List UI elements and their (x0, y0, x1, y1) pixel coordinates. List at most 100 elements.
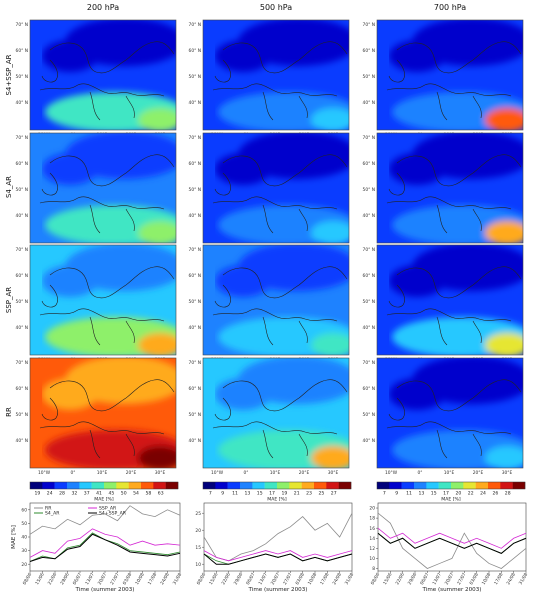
x-tick-label: 22/06 (220, 572, 232, 586)
lat-tick-label: 50° N (363, 74, 375, 80)
colorbar-tick-label: 24 (47, 491, 53, 497)
y-tick-label: 60 (21, 507, 27, 513)
legend-entry: SSP_AR (99, 506, 117, 512)
x-tick-label: 13/07 (431, 572, 443, 586)
colorbar-tick-label: 23 (306, 491, 312, 497)
lat-tick-label: 50° N (363, 187, 375, 193)
map-frame (29, 132, 177, 244)
lat-tick-label: 40° N (189, 213, 201, 219)
series-line (377, 532, 527, 554)
colorbar-segment (401, 482, 415, 489)
lat-tick-label: 50° N (16, 187, 28, 193)
lat-tick-label: 70° N (363, 22, 375, 28)
x-tick-label: 20/07 (97, 572, 109, 586)
row-label-s4: S4_AR (5, 176, 13, 198)
row-label-ssp: SSP_AR (5, 287, 13, 313)
lat-tick-label: 40° N (16, 325, 28, 331)
colorbar-tick-label: 17 (443, 491, 449, 497)
row-label-rr: RR (5, 407, 13, 417)
map-frame (202, 244, 350, 356)
colorbar-tick-label: 50 (121, 491, 127, 497)
coastline (212, 379, 348, 459)
colorbar-segment (500, 482, 513, 489)
line-chart: 20 30 40 50 60 08/06 15/06 22/06 29/06 06/07 13/07… (11, 502, 183, 593)
colorbar-tick-label: 25 (318, 491, 324, 497)
colorbar-label: MAE [%] (94, 497, 114, 503)
y-tick-label: 30 (21, 548, 27, 554)
map-panel: 70° N60° N50° N40° N10°W0°10°E20°E30°E (16, 132, 177, 251)
x-tick-label: 24/08 (505, 572, 517, 586)
colorbar: 7 9 11 13 15 17 19 21 23 25 27 MAE [%] (202, 481, 352, 503)
legend-entry: S4_AR (45, 511, 60, 517)
colorbar-segment (264, 482, 278, 489)
lat-tick-label: 50° N (189, 412, 201, 418)
colorbar-tick-label: 11 (232, 491, 238, 497)
colorbar-segment (414, 482, 427, 489)
colorbar-frame (376, 481, 526, 490)
map-panel: 70° N60° N50° N40° N10°W0°10°E20°E30°E (16, 19, 177, 138)
map-field-hotspot (485, 446, 523, 468)
colorbar-tick-label: 11 (406, 491, 412, 497)
coastline (386, 266, 522, 346)
map-panel: 70° N60° N50° N40° N10°W0°10°E20°E30°E (363, 244, 524, 363)
y-tick-label: 50 (21, 521, 27, 527)
lat-tick-label: 70° N (189, 247, 201, 253)
map-field-hotspot (485, 108, 523, 130)
colorbar-segment (314, 482, 327, 489)
coastline (39, 154, 175, 234)
map-field-hotspot (138, 108, 176, 130)
x-tick-label: 20/07 (270, 572, 282, 586)
lat-tick-label: 40° N (363, 438, 375, 444)
lat-tick-label: 40° N (16, 100, 28, 106)
x-tick-label: 10/08 (307, 572, 319, 586)
colorbar-tick-label: 20 (455, 491, 461, 497)
map-field-atlantic (215, 40, 271, 72)
colorbar-frame (202, 481, 352, 490)
coastline (386, 154, 522, 234)
colorbar-tick-label: 45 (108, 491, 114, 497)
lon-tick-label: 30°E (502, 470, 513, 476)
colorbar-segment (488, 482, 501, 489)
lat-tick-label: 50° N (363, 412, 375, 418)
map-panel: 70° N60° N50° N40° N10°W0°10°E20°E30°E (16, 244, 177, 363)
x-tick-label: 17/08 (319, 572, 331, 586)
map-frame (202, 132, 350, 244)
colorbar-segment (451, 482, 464, 489)
colorbar-segment (203, 482, 216, 489)
colorbar-tick-label: 17 (269, 491, 275, 497)
map-field-atlantic (215, 153, 271, 185)
x-axis-label: Time (summer 2003) (248, 587, 308, 593)
lat-tick-label: 40° N (363, 100, 375, 106)
lon-tick-label: 30°E (155, 470, 166, 476)
map-field-atlantic (215, 265, 271, 297)
colorbar-segment (54, 482, 68, 489)
coastline (39, 266, 175, 346)
x-tick-label: 03/08 (468, 572, 480, 586)
x-tick-label: 29/06 (233, 572, 245, 586)
lat-tick-label: 50° N (16, 74, 28, 80)
colorbar-tick-label: 13 (418, 491, 424, 497)
coastline (212, 154, 348, 234)
lat-tick-label: 50° N (189, 187, 201, 193)
plot-area (377, 502, 527, 572)
lat-tick-label: 50° N (363, 299, 375, 305)
colorbar-tick-label: 21 (294, 491, 300, 497)
colorbar-segment (463, 482, 476, 489)
map-field-hotspot (138, 446, 176, 468)
map-field-atlantic (389, 40, 445, 72)
lat-tick-label: 70° N (189, 360, 201, 366)
colorbar-tick-label: 15 (431, 491, 437, 497)
colorbar-tick-label: 24 (480, 491, 486, 497)
series-line (29, 533, 181, 562)
colorbar-tick-label: 37 (84, 491, 90, 497)
colorbar-tick-label: 28 (59, 491, 65, 497)
map-frame (376, 244, 524, 356)
colorbar-tick-label: 41 (96, 491, 102, 497)
x-tick-label: 13/07 (84, 572, 96, 586)
colorbar-segment (153, 482, 166, 489)
map-field-atlantic (389, 153, 445, 185)
